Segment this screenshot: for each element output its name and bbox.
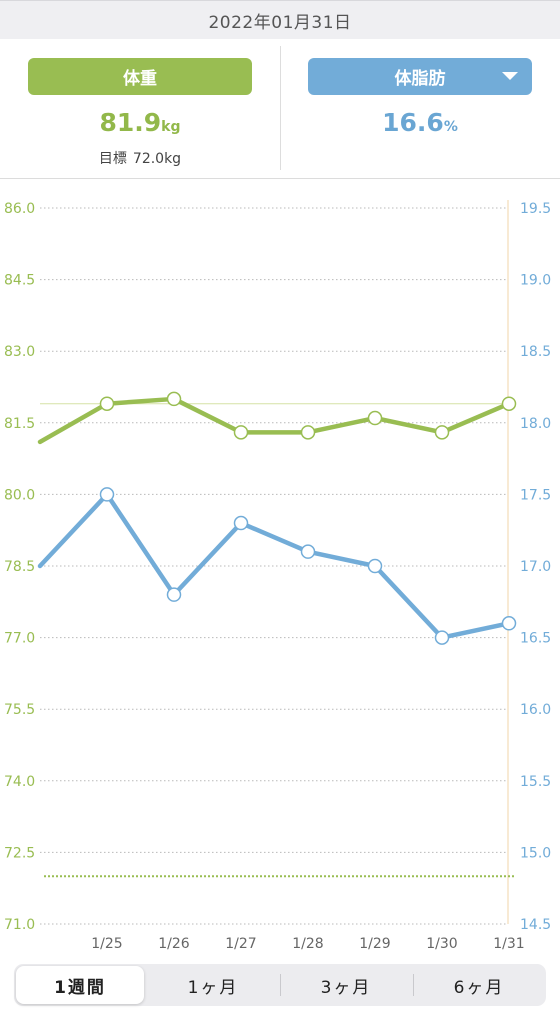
body-fat-point [300,544,316,559]
x-axis-tick: 1/30 [426,936,457,952]
left-axis-tick: 86.0 [4,201,35,217]
left-axis-tick: 75.5 [4,702,35,718]
goal-label: 目標 [98,151,127,167]
chart-svg: 86.0 19.5 84.5 19.0 83.0 18.5 81.5 18.0 80.0 17.5… [4,200,551,952]
body-fat-point [99,487,115,502]
weight-number: 81.9 [99,108,162,137]
weight-point [367,410,383,426]
x-axis-tick: 1/31 [493,936,524,952]
summary-divider [280,46,281,170]
right-axis-tick: 17.0 [520,559,551,575]
chevron-down-icon [502,72,518,80]
x-axis-tick: 1/28 [292,936,323,952]
x-axis-tick: 1/29 [359,936,390,952]
body-fat-point [166,587,182,602]
period-tab-label: 3ヶ月 [320,977,372,998]
x-axis-tick: 1/25 [91,936,122,952]
weight-point [233,425,249,440]
right-axis-tick: 15.5 [520,774,551,790]
right-axis-tick: 15.0 [520,845,551,861]
weight-fat-chart[interactable]: 86.0 19.5 84.5 19.0 83.0 18.5 81.5 18.0 80.0 17.5… [0,182,560,952]
weight-value: 81.9kg [0,108,280,137]
weight-point [166,391,182,407]
body-fat-number: 16.6 [382,108,444,137]
weight-tab-label: 体重 [123,69,157,89]
left-axis-tick: 72.5 [4,845,35,861]
body-fat-point [367,558,383,574]
right-axis-tick: 16.5 [520,631,551,647]
body-fat-point [501,616,517,631]
left-axis-tick: 80.0 [4,487,35,503]
left-axis-tick: 74.0 [4,774,35,790]
x-axis-tick: 1/26 [158,936,190,952]
body-fat-tab-label: 体脂肪 [394,69,446,89]
left-axis-tick: 77.0 [4,631,35,647]
body-fat-point [233,515,249,531]
right-axis-tick: 16.0 [520,702,551,718]
left-axis-tick: 78.5 [4,559,35,575]
period-selector: 1週間 1ヶ月 3ヶ月 6ヶ月 [14,964,546,1006]
period-tab-label: 1ヶ月 [187,977,239,998]
period-tab-label: 6ヶ月 [453,977,505,998]
period-separator [280,974,281,996]
date-header: 2022年01月31日 [0,0,560,39]
weight-point [300,425,316,440]
x-axis-tick: 1/27 [225,936,256,952]
weight-series-line [37,396,512,445]
body-fat-unit: % [443,119,458,135]
goal-weight: 目標 72.0kg [0,148,280,168]
right-axis-tick: 18.5 [520,344,551,360]
body-fat-value: 16.6% [280,108,560,137]
weight-unit: kg [161,119,181,135]
period-separator [413,974,414,996]
goal-value: 72.0kg [132,151,182,167]
right-axis-tick: 19.0 [520,273,551,289]
left-axis-tick: 71.0 [4,917,35,933]
left-axis-tick: 83.0 [4,344,35,360]
period-tab-label: 1週間 [54,977,106,998]
date-label: 2022年01月31日 [208,12,352,33]
body-fat-point [434,630,450,645]
weight-point [434,425,450,440]
period-tab-3-months[interactable]: 3ヶ月 [282,966,410,1004]
body-fat-dropdown-button[interactable]: 体脂肪 [308,58,532,95]
period-tab-1-month[interactable]: 1ヶ月 [149,966,277,1004]
weight-point [99,396,115,411]
body-fat-series-line [37,492,512,640]
summary-panel: 体重 81.9kg 目標 72.0kg 体脂肪 16.6% [0,38,560,179]
right-axis-tick: 19.5 [520,201,551,217]
weight-tab-button[interactable]: 体重 [28,58,252,95]
weight-point [501,396,517,411]
right-axis-tick: 14.5 [520,917,551,933]
period-tab-6-months[interactable]: 6ヶ月 [415,966,543,1004]
left-axis-tick: 84.5 [4,273,35,289]
left-axis-tick: 81.5 [4,416,35,432]
right-axis-tick: 18.0 [520,416,551,432]
period-tab-1-week[interactable]: 1週間 [16,966,144,1004]
right-axis-tick: 17.5 [520,487,551,503]
